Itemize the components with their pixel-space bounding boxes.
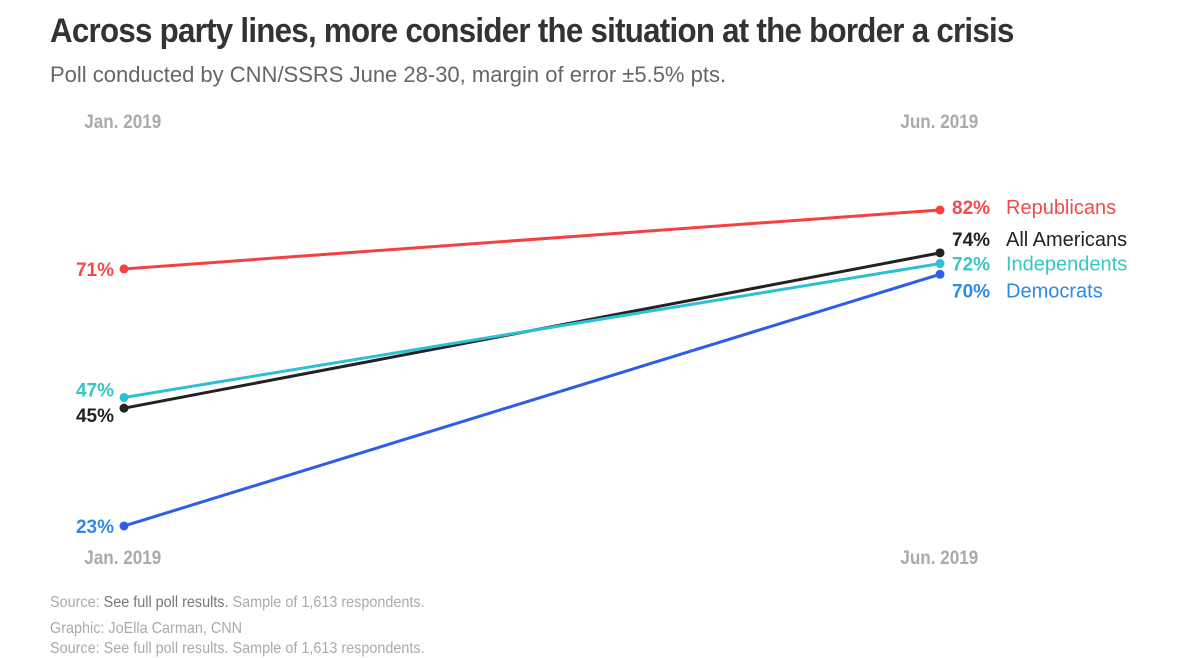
source-suffix: Sample of 1,613 respondents. (228, 594, 425, 611)
x-label-bottom-end: Jun. 2019 (900, 548, 979, 569)
data-point-all-americans (935, 248, 945, 258)
data-point-republicans (119, 264, 129, 274)
x-label-bottom-start: Jan. 2019 (84, 548, 162, 569)
start-label-all-americans: 45% (76, 406, 114, 427)
data-point-democrats (935, 269, 945, 279)
data-point-independents (935, 259, 945, 269)
series-line-democrats (123, 272, 941, 528)
chart-subtitle: Poll conducted by CNN/SSRS June 28-30, m… (50, 62, 727, 87)
start-label-independents: 47% (76, 380, 114, 401)
x-label-top-start: Jan. 2019 (84, 112, 162, 133)
source-link[interactable]: See full poll results. (103, 594, 229, 611)
legend-label-democrats: Democrats (1006, 280, 1103, 302)
legend-label-republicans: Republicans (1006, 197, 1116, 219)
source-note: Source: See full poll results. Sample of… (50, 594, 425, 612)
end-label-democrats: 70% (952, 281, 990, 302)
chart-title: Across party lines, more consider the si… (50, 12, 1014, 50)
end-label-all-americans: 74% (952, 230, 990, 251)
series-line-republicans (123, 208, 941, 271)
data-point-independents (119, 392, 129, 402)
legend-label-independents: Independents (1006, 254, 1127, 276)
data-point-democrats (119, 521, 129, 531)
source-note-repeat: Source: See full poll results. Sample of… (50, 640, 425, 657)
end-label-independents: 72% (952, 255, 990, 276)
credit: Graphic: JoElla Carman, CNN (50, 620, 243, 637)
start-label-republicans: 71% (76, 260, 114, 281)
x-label-top-end: Jun. 2019 (900, 112, 979, 133)
data-point-republicans (935, 205, 945, 215)
data-point-all-americans (119, 403, 129, 413)
end-label-republicans: 82% (952, 198, 990, 219)
legend-label-all-americans: All Americans (1006, 229, 1127, 251)
source-prefix: Source: (50, 594, 104, 611)
start-label-democrats: 23% (76, 517, 114, 538)
series-line-independents (123, 262, 941, 399)
